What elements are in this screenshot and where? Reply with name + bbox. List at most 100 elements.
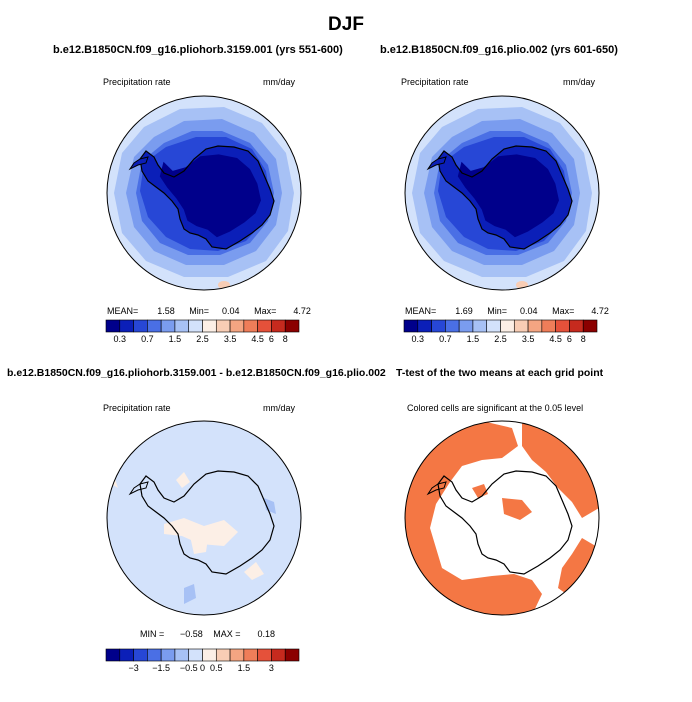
colorbar3-swatch (105, 648, 121, 662)
colorbar2-tick-label: 8 (581, 334, 586, 344)
min-label: MIN = (140, 629, 165, 639)
min-label: Min= (487, 306, 508, 316)
colorbar2-swatch (403, 319, 419, 333)
max-value: 0.18 (257, 629, 276, 639)
colorbar1-tick-label: 3.5 (224, 334, 237, 344)
panel1-title: b.e12.B1850CN.f09_g16.pliohorb.3159.001 … (53, 44, 343, 56)
colorbar1-swatch (229, 319, 245, 333)
panel3-left-label: Precipitation rate (103, 403, 171, 413)
panel2-stats: MEAN= 1.69 Min= 0.04 Max= 4.72 (405, 306, 609, 316)
colorbar1-swatch (271, 319, 286, 333)
mean-label: MEAN= (107, 306, 139, 316)
panel4-significant-area (522, 421, 599, 518)
panel2-high-precip-spot (405, 150, 411, 164)
colorbar2-swatch (500, 319, 515, 333)
colorbar1-swatch (147, 319, 162, 333)
colorbar2-swatch (458, 319, 474, 333)
panel3-positive-anomaly (190, 530, 208, 554)
panel3-map-border (106, 420, 302, 616)
colorbar2-swatch (417, 319, 432, 333)
colorbar2-swatch (472, 319, 488, 333)
panel4-subtitle: Colored cells are significant at the 0.0… (407, 403, 584, 413)
colorbar3-tick-label: 0 (200, 663, 205, 673)
colorbar3-swatch (174, 648, 190, 662)
colorbar1-swatch (284, 319, 300, 333)
colorbar2-swatch (513, 319, 529, 333)
colorbar1-tick-label: 4.5 (251, 334, 264, 344)
colorbar2-tick-label: 0.3 (412, 334, 425, 344)
panel4-peninsula (426, 481, 447, 496)
colorbar2-tick-label: 0.7 (439, 334, 452, 344)
panel2-right-label: mm/day (563, 77, 596, 87)
panel1-map (107, 96, 301, 290)
colorbar3-swatch (188, 648, 203, 662)
colorbar3-tick-label: −1.5 (152, 663, 170, 673)
colorbar1-swatch (257, 319, 272, 333)
colorbar3-tick-label: 3 (269, 663, 274, 673)
panel1-coastline (139, 145, 275, 250)
colorbar3-swatch (147, 648, 162, 662)
colorbar3-swatch (160, 648, 176, 662)
panel3-positive-anomaly (176, 472, 190, 488)
colorbar3-swatch (243, 648, 258, 662)
panel3-title: b.e12.B1850CN.f09_g16.pliohorb.3159.001 … (7, 367, 386, 379)
colorbar2-swatch (582, 319, 598, 333)
colorbar2-tick-label: 1.5 (467, 334, 480, 344)
panel1-peninsula (128, 156, 149, 171)
colorbar3-tick-label: 0.5 (210, 663, 223, 673)
panel2-peninsula (426, 156, 447, 171)
colorbar1-tick-label: 6 (269, 334, 274, 344)
min-label: Min= (189, 306, 210, 316)
panel1-right-label: mm/day (263, 77, 296, 87)
colorbar3-swatch (229, 648, 245, 662)
panel3-right-label: mm/day (263, 403, 296, 413)
panel4-map (405, 421, 599, 615)
colorbar1-swatch (119, 319, 134, 333)
panel3-map (107, 421, 301, 615)
colorbar3-swatch (119, 648, 134, 662)
colorbar3-swatch (271, 648, 286, 662)
colorbar1-tick-label: 8 (283, 334, 288, 344)
panel1-stats: MEAN= 1.58 Min= 0.04 Max= 4.72 (107, 306, 311, 316)
panel2-title: b.e12.B1850CN.f09_g16.plio.002 (yrs 601-… (380, 44, 618, 56)
max-label: MAX = (213, 629, 241, 639)
colorbar1-swatch (160, 319, 176, 333)
colorbar1-swatch (105, 319, 121, 333)
panel4-title: T-test of the two means at each grid poi… (396, 367, 604, 379)
colorbar2-swatch (555, 319, 570, 333)
colorbar3-tick-label: −3 (128, 663, 138, 673)
panel2-ice-sheet (457, 154, 559, 238)
panel3-peninsula (128, 481, 149, 496)
panel2-map (405, 96, 599, 290)
colorbar2-tick-label: 3.5 (522, 334, 535, 344)
colorbar1-swatch (202, 319, 217, 333)
panel3-positive-anomaly (244, 562, 264, 580)
min-value: 0.04 (222, 306, 240, 316)
panel3-negative-anomaly (264, 498, 276, 514)
panel2-coastline (437, 145, 573, 250)
colorbar2-swatch (541, 319, 556, 333)
colorbar2-swatch (486, 319, 501, 333)
max-value: 4.72 (293, 306, 311, 316)
colorbar1-swatch (188, 319, 203, 333)
panel4-coastline (437, 470, 573, 575)
panel1-high-precip-spot (107, 150, 113, 164)
colorbar3-tick-label: −0.5 (180, 663, 198, 673)
panel4-significant-area (558, 538, 599, 598)
panel3-negative-anomaly (184, 584, 196, 604)
colorbar1-tick-label: 2.5 (196, 334, 209, 344)
colorbar1-swatch (243, 319, 258, 333)
colorbar3-swatch (133, 648, 148, 662)
panel3-coastline (139, 470, 275, 575)
colorbar2-tick-label: 2.5 (494, 334, 507, 344)
colorbar2-swatch (445, 319, 460, 333)
figure-title: DJF (328, 14, 364, 35)
panel3-positive-anomaly (164, 518, 238, 546)
max-label: Max= (552, 306, 575, 316)
colorbar1-swatch (174, 319, 190, 333)
mean-label: MEAN= (405, 306, 437, 316)
mean-value: 1.58 (157, 306, 175, 316)
panel3-stats: MIN = −0.58 MAX = 0.18 (140, 629, 275, 639)
colorbar3-tick-label: 1.5 (238, 663, 251, 673)
